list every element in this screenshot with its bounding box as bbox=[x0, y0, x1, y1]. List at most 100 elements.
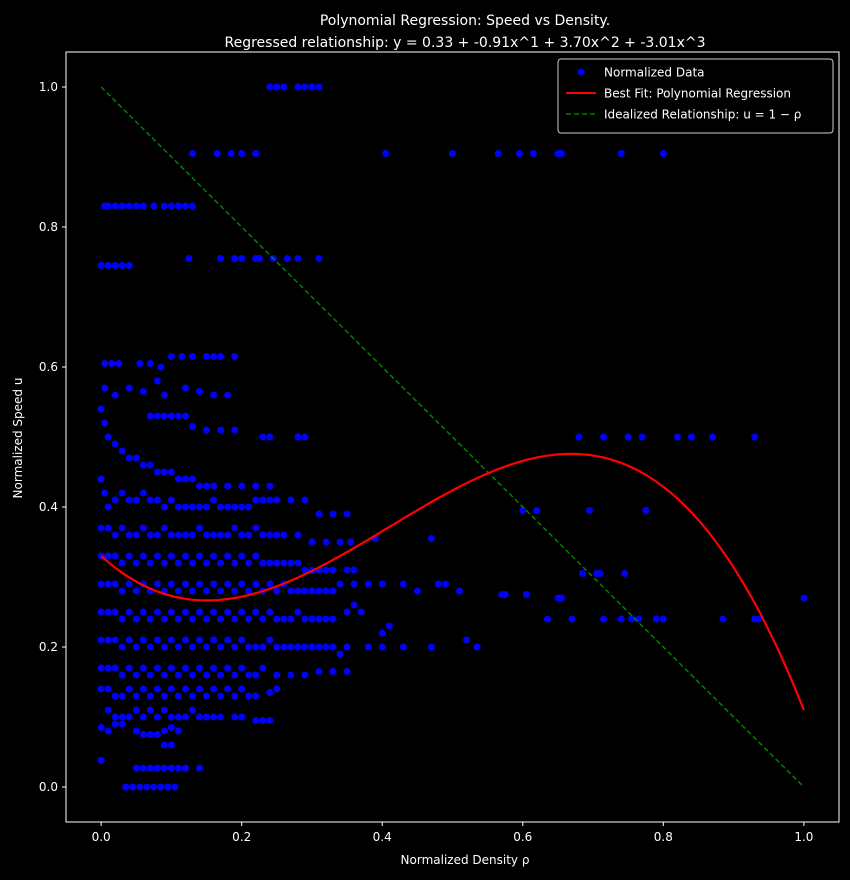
data-point bbox=[280, 643, 288, 651]
data-point bbox=[146, 360, 154, 367]
data-point bbox=[182, 764, 189, 772]
data-point bbox=[238, 664, 246, 672]
data-point bbox=[111, 636, 119, 644]
data-point bbox=[600, 615, 608, 623]
data-point bbox=[111, 531, 119, 539]
data-point bbox=[97, 580, 105, 588]
data-point bbox=[160, 692, 168, 700]
data-point bbox=[132, 706, 140, 714]
data-point bbox=[301, 671, 309, 679]
data-point bbox=[231, 615, 239, 623]
data-point bbox=[182, 685, 189, 693]
x-tick-label: 0.4 bbox=[373, 830, 392, 844]
data-point bbox=[217, 426, 225, 434]
data-point bbox=[153, 531, 161, 539]
data-point bbox=[329, 615, 337, 623]
data-point bbox=[238, 255, 246, 262]
data-point bbox=[329, 587, 337, 595]
data-point bbox=[378, 580, 386, 588]
data-point bbox=[621, 570, 629, 577]
data-point bbox=[382, 150, 390, 157]
data-point bbox=[203, 643, 210, 651]
data-point bbox=[252, 580, 260, 588]
data-point bbox=[196, 608, 203, 616]
data-point bbox=[111, 391, 119, 399]
data-point bbox=[182, 503, 189, 511]
data-point bbox=[203, 671, 210, 679]
data-point bbox=[217, 615, 225, 623]
data-point bbox=[118, 671, 126, 679]
data-point bbox=[280, 559, 288, 567]
data-point bbox=[245, 643, 253, 651]
data-point bbox=[638, 433, 646, 441]
data-point bbox=[174, 615, 182, 623]
data-point bbox=[463, 636, 471, 644]
data-point bbox=[413, 587, 421, 595]
data-point bbox=[111, 713, 119, 721]
data-point bbox=[255, 255, 263, 262]
data-point bbox=[364, 580, 372, 588]
data-point bbox=[196, 636, 203, 644]
data-point bbox=[182, 202, 189, 210]
data-point bbox=[174, 559, 182, 567]
data-point bbox=[118, 559, 126, 567]
data-point bbox=[217, 255, 225, 262]
data-point bbox=[252, 552, 260, 560]
data-point bbox=[139, 731, 147, 738]
data-point bbox=[153, 580, 161, 588]
data-point bbox=[245, 671, 253, 679]
data-point bbox=[217, 643, 225, 651]
data-point bbox=[533, 507, 541, 514]
data-point bbox=[617, 615, 625, 623]
y-tick-label: 0.4 bbox=[39, 500, 58, 514]
data-point bbox=[189, 150, 196, 157]
data-point bbox=[185, 255, 193, 262]
data-point bbox=[273, 671, 281, 679]
y-tick-label: 0.6 bbox=[39, 360, 58, 374]
data-point bbox=[231, 503, 239, 511]
data-point bbox=[280, 615, 288, 623]
data-point bbox=[118, 489, 126, 497]
data-point bbox=[196, 388, 203, 395]
data-point bbox=[224, 685, 232, 693]
data-point bbox=[343, 668, 351, 675]
data-point bbox=[118, 720, 126, 728]
data-point bbox=[273, 531, 281, 539]
x-tick-label: 0.2 bbox=[232, 830, 251, 844]
data-point bbox=[146, 559, 154, 567]
data-point bbox=[174, 412, 182, 420]
data-point bbox=[196, 552, 203, 560]
data-point bbox=[174, 727, 182, 735]
data-point bbox=[586, 507, 593, 514]
data-point bbox=[167, 685, 175, 693]
data-point bbox=[210, 391, 218, 399]
data-point bbox=[118, 615, 126, 623]
data-point bbox=[252, 692, 260, 700]
data-point bbox=[350, 566, 358, 574]
data-point bbox=[238, 685, 246, 693]
data-point bbox=[182, 664, 189, 672]
data-point bbox=[104, 552, 112, 560]
data-point bbox=[231, 426, 239, 434]
data-point bbox=[315, 510, 323, 518]
data-point bbox=[203, 482, 210, 490]
data-point bbox=[118, 202, 126, 210]
data-point bbox=[322, 566, 330, 574]
data-point bbox=[101, 360, 109, 367]
data-point bbox=[104, 706, 112, 714]
data-point bbox=[146, 412, 154, 420]
data-point bbox=[174, 692, 182, 700]
data-point bbox=[104, 608, 112, 616]
data-point bbox=[252, 643, 260, 651]
data-point bbox=[196, 764, 203, 772]
data-point bbox=[238, 713, 246, 721]
data-point bbox=[174, 503, 182, 511]
legend: Normalized Data Best Fit: Polynomial Reg… bbox=[557, 58, 834, 134]
data-point bbox=[315, 668, 323, 675]
data-point bbox=[182, 475, 189, 483]
data-point bbox=[139, 388, 147, 395]
data-point bbox=[174, 531, 182, 539]
data-point bbox=[196, 580, 203, 588]
data-point bbox=[146, 731, 154, 738]
